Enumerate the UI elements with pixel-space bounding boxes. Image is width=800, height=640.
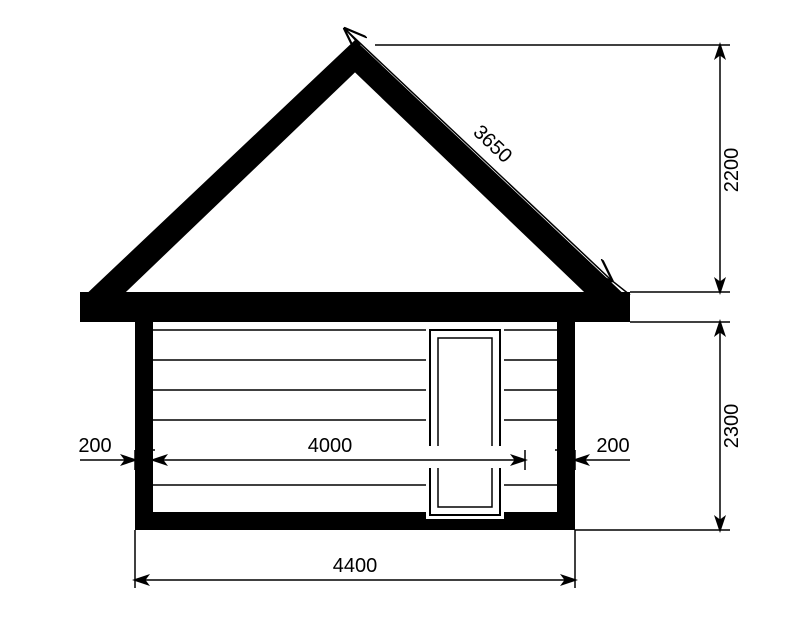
roof (80, 40, 630, 300)
dim-label: 200 (78, 435, 111, 457)
eave-bar (80, 292, 630, 322)
dim-label: 4400 (333, 555, 378, 577)
dim-label: 2300 (721, 404, 743, 449)
door (426, 326, 504, 519)
house-elevation-drawing: 44004000200200220023003650 (0, 0, 800, 640)
dim-label: 2200 (721, 148, 743, 193)
dim-label: 200 (596, 435, 629, 457)
dim-mask (155, 446, 555, 468)
wall-left (135, 322, 153, 530)
floor-slab (135, 512, 575, 530)
dim-line (346, 30, 611, 280)
dimension-labels: 44004000200200220023003650 (78, 121, 743, 577)
dim-label: 4000 (308, 435, 353, 457)
